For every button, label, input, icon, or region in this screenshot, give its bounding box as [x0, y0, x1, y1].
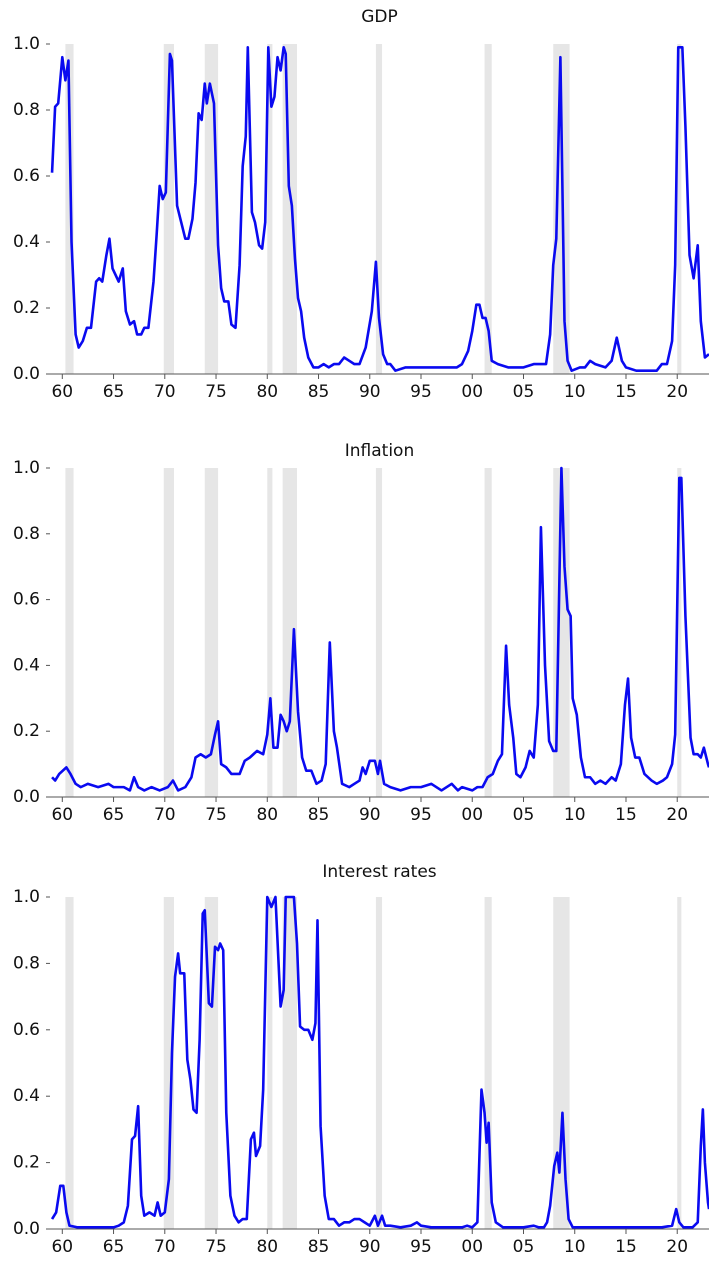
- x-tick-label: 05: [513, 805, 535, 825]
- x-tick-label: 85: [308, 382, 330, 402]
- x-tick-label: 15: [615, 805, 637, 825]
- x-tick-label: 10: [564, 382, 586, 402]
- recession-shade: [677, 468, 682, 797]
- y-tick-label: 0.8: [13, 524, 40, 544]
- y-tick-label: 1.0: [13, 458, 40, 478]
- x-tick-label: 90: [359, 805, 381, 825]
- x-tick-label: 20: [666, 805, 688, 825]
- x-tick-label: 00: [461, 382, 483, 402]
- chart-title: Inflation: [345, 441, 414, 461]
- y-tick-label: 0.4: [13, 655, 40, 675]
- y-tick-label: 0.2: [13, 721, 40, 741]
- recession-shade: [484, 468, 492, 797]
- recession-shade: [267, 897, 273, 1229]
- recession-shade: [484, 44, 492, 374]
- x-tick-label: 05: [513, 382, 535, 402]
- x-tick-label: 20: [666, 1237, 688, 1257]
- recession-shade: [65, 897, 74, 1229]
- recession-shade: [375, 468, 383, 797]
- recession-shade: [282, 468, 297, 797]
- x-tick-label: 90: [359, 1237, 381, 1257]
- x-tick-label: 75: [205, 382, 227, 402]
- data-line: [50, 895, 709, 1229]
- x-tick-label: 60: [51, 805, 73, 825]
- x-tick-label: 95: [410, 1237, 432, 1257]
- x-tick-label: 15: [615, 382, 637, 402]
- recession-shade: [375, 44, 383, 374]
- y-tick-label: 1.0: [13, 887, 40, 907]
- chart-title: GDP: [361, 7, 398, 27]
- x-tick-label: 95: [410, 805, 432, 825]
- recession-shade: [65, 468, 74, 797]
- recession-shade: [65, 44, 74, 374]
- recession-shade: [553, 897, 570, 1229]
- recession-shade: [677, 44, 682, 374]
- y-tick-label: 0.0: [13, 787, 40, 807]
- y-tick-label: 0.6: [13, 166, 40, 186]
- x-tick-label: 65: [103, 805, 125, 825]
- recession-shade: [484, 897, 492, 1229]
- x-tick-label: 10: [564, 1237, 586, 1257]
- x-tick-label: 90: [359, 382, 381, 402]
- y-tick-label: 0.6: [13, 590, 40, 610]
- recession-shade: [267, 44, 273, 374]
- x-tick-label: 70: [154, 805, 176, 825]
- y-tick-label: 0.4: [13, 1086, 40, 1106]
- x-tick-label: 80: [256, 1237, 278, 1257]
- recession-shade: [282, 897, 297, 1229]
- x-tick-label: 00: [461, 805, 483, 825]
- x-tick-label: 70: [154, 382, 176, 402]
- x-tick-label: 70: [154, 1237, 176, 1257]
- y-tick-label: 0.4: [13, 232, 40, 252]
- x-tick-label: 65: [103, 1237, 125, 1257]
- x-tick-label: 75: [205, 805, 227, 825]
- y-tick-label: 0.2: [13, 1153, 40, 1173]
- x-tick-label: 65: [103, 382, 125, 402]
- recession-shade: [163, 897, 175, 1229]
- recession-shade: [375, 897, 383, 1229]
- x-tick-label: 95: [410, 382, 432, 402]
- y-tick-label: 0.2: [13, 298, 40, 318]
- y-tick-label: 0.0: [13, 364, 40, 384]
- y-tick-label: 0.0: [13, 1219, 40, 1239]
- x-tick-label: 85: [308, 1237, 330, 1257]
- data-line: [51, 466, 709, 792]
- recession-shade: [553, 44, 570, 374]
- x-tick-label: 05: [513, 1237, 535, 1257]
- recession-shade: [163, 468, 175, 797]
- x-tick-label: 10: [564, 805, 586, 825]
- x-tick-label: 75: [205, 1237, 227, 1257]
- data-line: [50, 46, 709, 372]
- x-tick-label: 60: [51, 1237, 73, 1257]
- x-tick-label: 15: [615, 1237, 637, 1257]
- x-tick-label: 00: [461, 1237, 483, 1257]
- recession-shade: [677, 897, 682, 1229]
- y-tick-label: 0.8: [13, 953, 40, 973]
- x-tick-label: 60: [51, 382, 73, 402]
- y-tick-label: 0.8: [13, 100, 40, 120]
- x-tick-label: 80: [256, 382, 278, 402]
- x-tick-label: 80: [256, 805, 278, 825]
- recession-shade: [204, 468, 219, 797]
- chart-title: Interest rates: [322, 862, 436, 882]
- recession-shade: [163, 44, 175, 374]
- recession-shade: [267, 468, 273, 797]
- y-tick-label: 0.6: [13, 1020, 40, 1040]
- y-tick-label: 1.0: [13, 34, 40, 54]
- x-tick-label: 20: [666, 382, 688, 402]
- x-tick-label: 85: [308, 805, 330, 825]
- recession-shade: [282, 44, 297, 374]
